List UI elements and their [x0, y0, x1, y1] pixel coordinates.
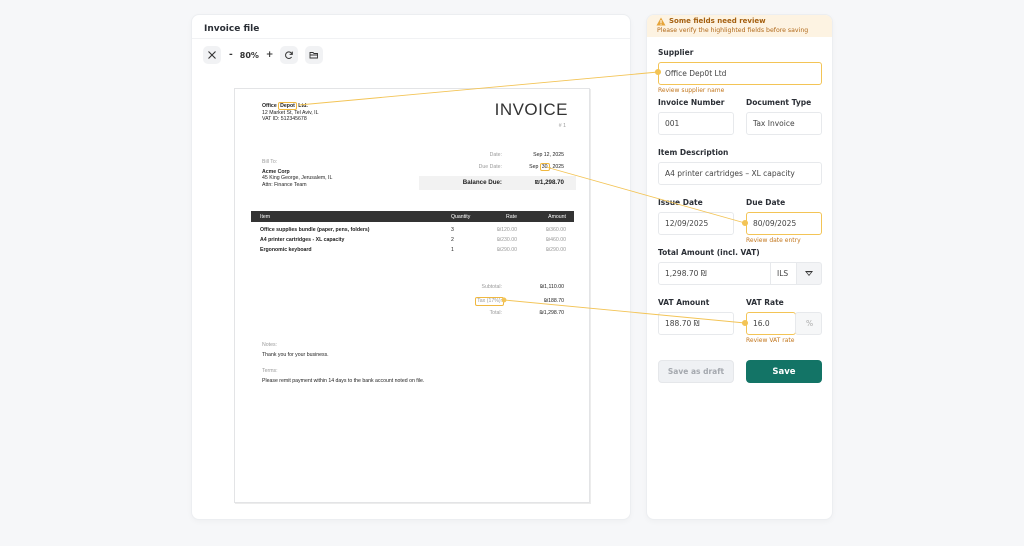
- col-amount: Amount: [548, 213, 566, 220]
- invoice-form-panel: Some fields need review Please verify th…: [646, 14, 833, 520]
- total-amount-input[interactable]: 1,298.70 ₪: [658, 262, 771, 285]
- due-date-hint: Review date entry: [746, 237, 801, 244]
- sender-address: 12 Market St, Tel Aviv, IL: [262, 109, 319, 116]
- warning-icon: [656, 17, 666, 26]
- sender-vat-id: VAT ID: 512345678: [262, 116, 307, 123]
- item-description-input[interactable]: A4 printer cartridges – XL capacity: [658, 162, 822, 185]
- review-alert: Some fields need review Please verify th…: [647, 15, 832, 37]
- vat-rate-hint: Review VAT rate: [746, 337, 795, 344]
- balance-due-bar: [419, 176, 576, 190]
- invoice-number: # 1: [558, 123, 566, 129]
- issue-date-input[interactable]: 12/09/2025: [658, 212, 734, 235]
- row-item: A4 printer cartridges - XL capacity: [260, 237, 345, 243]
- invoice-number-label: Invoice Number: [658, 98, 725, 107]
- col-quantity: Quantity: [451, 213, 471, 220]
- date-value: Sep 12, 2025: [533, 152, 564, 158]
- col-rate: Rate: [506, 213, 517, 220]
- bill-to-attn: Attn: Finance Team: [262, 181, 307, 188]
- open-file-button[interactable]: [305, 46, 324, 64]
- notes-label: Notes:: [262, 342, 277, 348]
- rotate-button[interactable]: [280, 46, 299, 64]
- table-row: Office supplies bundle (paper, pens, fol…: [251, 227, 574, 235]
- row-qty: 1: [451, 247, 454, 253]
- table-row: Ergonomic keyboard 1 ₪290.00 ₪290.00: [251, 247, 574, 255]
- invoice-heading: INVOICE: [494, 100, 568, 119]
- row-amount: ₪290.00: [545, 247, 566, 253]
- invoice-document: Office Depot Ltd. 12 Market St, Tel Aviv…: [234, 88, 590, 503]
- vat-rate-label: VAT Rate: [746, 298, 784, 307]
- viewer-toolbar: - 80% +: [203, 45, 324, 65]
- sender-name-suffix: Ltd.: [296, 103, 308, 109]
- total-amount-label: Total Amount (incl. VAT): [658, 248, 760, 257]
- currency-select[interactable]: ILS: [770, 262, 797, 285]
- terms-label: Terms:: [262, 368, 278, 374]
- table-row: A4 printer cartridges - XL capacity 2 ₪2…: [251, 237, 574, 245]
- col-item: Item: [260, 213, 271, 220]
- zoom-level: 80%: [239, 50, 259, 60]
- document-type-label: Document Type: [746, 98, 812, 107]
- row-amount: ₪360.00: [545, 227, 566, 233]
- due-date-input[interactable]: 80/09/2025: [746, 212, 822, 235]
- save-button[interactable]: Save: [746, 360, 822, 383]
- due-date-label: Due Date: [746, 198, 786, 207]
- bill-to-name: Acme Corp: [262, 168, 290, 175]
- balance-due-label: Balance Due:: [462, 179, 502, 186]
- rotate-icon: [285, 51, 294, 59]
- supplier-label: Supplier: [658, 48, 694, 57]
- vat-amount-input[interactable]: 188.70 ₪: [658, 312, 734, 335]
- items-table-header: Item Quantity Rate Amount: [251, 211, 574, 222]
- row-item: Office supplies bundle (paper, pens, fol…: [260, 227, 370, 233]
- zoom-in-button[interactable]: +: [265, 50, 274, 60]
- tax-value: ₪188.70: [543, 298, 564, 304]
- alert-title: Some fields need review: [669, 17, 766, 25]
- row-amount: ₪460.00: [545, 237, 566, 243]
- viewer-title: Invoice file: [204, 24, 260, 34]
- bill-to-block: Bill To: Acme Corp 45 King George, Jerus…: [262, 159, 332, 188]
- vat-rate-unit: %: [795, 312, 822, 335]
- notes-text: Thank you for your business.: [262, 352, 329, 358]
- currency-dropdown-button[interactable]: [796, 262, 822, 285]
- sender-block: Office Depot Ltd. 12 Market St, Tel Aviv…: [262, 102, 319, 123]
- bill-to-label: Bill To:: [262, 159, 278, 165]
- due-date-value: Sep 30, 2025: [529, 163, 564, 171]
- alert-message: Please verify the highlighted fields bef…: [657, 27, 809, 34]
- invoice-viewer-panel: Invoice file - 80% + Office Depot Ltd. 1…: [191, 14, 631, 520]
- chevron-down-icon: [805, 271, 813, 276]
- vat-rate-input[interactable]: 16.0: [746, 312, 796, 335]
- zoom-out-button[interactable]: -: [229, 50, 233, 60]
- issue-date-label: Issue Date: [658, 198, 703, 207]
- folder-icon: [310, 52, 319, 59]
- supplier-input[interactable]: Office Dep0t Ltd: [658, 62, 822, 85]
- save-as-draft-button[interactable]: Save as draft: [658, 360, 734, 383]
- row-qty: 2: [451, 237, 454, 243]
- balance-due-value: ₪1,298.70: [534, 179, 564, 186]
- due-date-label: Due Date:: [478, 164, 502, 170]
- vat-amount-label: VAT Amount: [658, 298, 710, 307]
- row-item: Ergonomic keyboard: [260, 247, 312, 253]
- highlight-due-date: 30: [539, 163, 550, 171]
- close-icon: [208, 51, 216, 59]
- bill-to-address: 45 King George, Jerusalem, IL: [262, 175, 333, 182]
- row-rate: ₪290.00: [496, 247, 517, 253]
- date-label: Date:: [489, 152, 502, 158]
- row-rate: ₪120.00: [496, 227, 517, 233]
- subtotal-value: ₪1,110.00: [539, 284, 564, 290]
- viewer-divider: [192, 38, 630, 39]
- total-value: ₪1,298.70: [539, 310, 564, 316]
- document-type-input[interactable]: Tax Invoice: [746, 112, 822, 135]
- terms-text: Please remit payment within 14 days to t…: [262, 378, 425, 384]
- invoice-number-input[interactable]: 001: [658, 112, 734, 135]
- due-suffix: , 2025: [549, 164, 564, 170]
- item-description-label: Item Description: [658, 148, 729, 157]
- total-label: Total:: [489, 310, 502, 316]
- sender-name-prefix: Office: [262, 103, 279, 109]
- row-rate: ₪230.00: [496, 237, 517, 243]
- due-prefix: Sep: [529, 164, 540, 170]
- supplier-hint: Review supplier name: [658, 87, 725, 94]
- close-button[interactable]: [203, 46, 221, 64]
- highlight-tax-label: Tax (17%):: [475, 297, 504, 306]
- subtotal-label: Subtotal:: [481, 284, 502, 290]
- row-qty: 3: [451, 227, 454, 233]
- highlight-supplier: Depot: [278, 102, 297, 110]
